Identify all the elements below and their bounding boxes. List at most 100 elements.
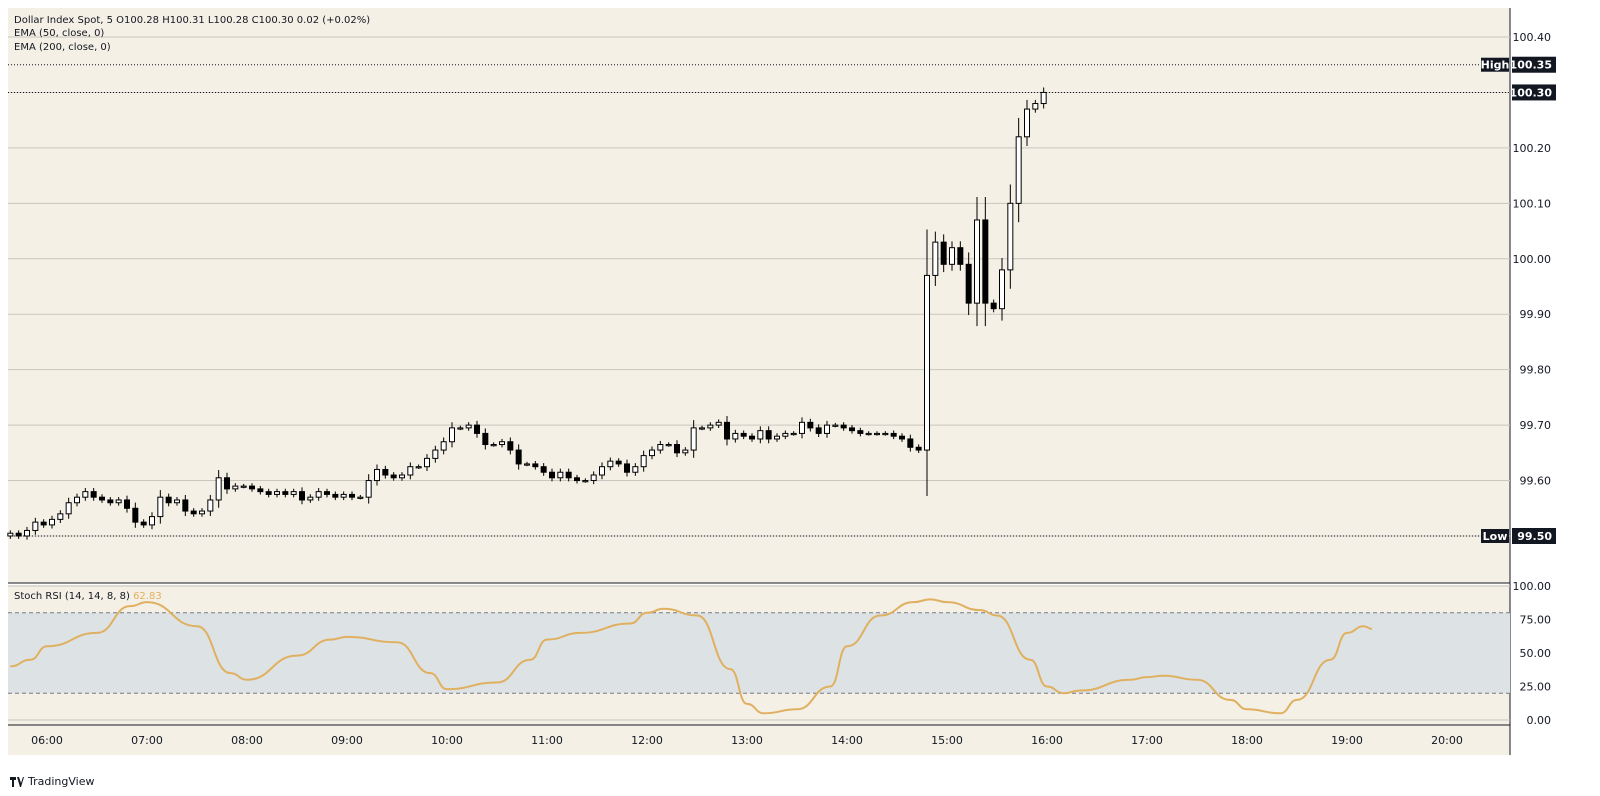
candle[interactable]	[390, 472, 397, 481]
candle[interactable]	[640, 450, 647, 472]
candle[interactable]	[965, 252, 972, 316]
candle[interactable]	[624, 459, 630, 477]
candle[interactable]	[657, 440, 664, 454]
candle[interactable]	[57, 510, 64, 523]
candle[interactable]	[565, 468, 572, 482]
candle[interactable]	[715, 419, 722, 429]
candle[interactable]	[890, 430, 897, 440]
candle[interactable]	[340, 491, 347, 501]
candle[interactable]	[274, 488, 280, 498]
candle[interactable]	[182, 494, 189, 517]
candle[interactable]	[1015, 117, 1022, 223]
candle[interactable]	[365, 474, 372, 504]
candle[interactable]	[24, 526, 30, 540]
candle[interactable]	[465, 422, 472, 431]
candle[interactable]	[215, 470, 222, 508]
candle[interactable]	[799, 417, 805, 439]
candle[interactable]	[974, 196, 980, 327]
candle[interactable]	[82, 488, 89, 501]
candle[interactable]	[540, 463, 547, 476]
candle[interactable]	[249, 483, 255, 492]
candle[interactable]	[532, 461, 539, 470]
candle[interactable]	[132, 502, 139, 528]
candle[interactable]	[840, 422, 847, 431]
candle[interactable]	[315, 488, 322, 501]
candle[interactable]	[940, 234, 947, 273]
candle[interactable]	[257, 485, 264, 495]
candle[interactable]	[949, 241, 955, 271]
price-axis[interactable]	[1510, 8, 1600, 725]
candle[interactable]	[924, 229, 930, 496]
candle[interactable]	[1007, 184, 1014, 289]
candle[interactable]	[307, 494, 314, 503]
candle[interactable]	[90, 488, 97, 501]
candle[interactable]	[957, 241, 964, 271]
candle[interactable]	[682, 447, 689, 456]
candle[interactable]	[65, 497, 72, 519]
candle[interactable]	[474, 420, 480, 438]
candle[interactable]	[915, 444, 922, 453]
candle[interactable]	[740, 430, 747, 440]
candle[interactable]	[32, 517, 39, 535]
candle[interactable]	[99, 494, 105, 503]
legend-ema50[interactable]: EMA (50, close, 0)	[14, 28, 104, 39]
candle[interactable]	[807, 418, 814, 432]
candle[interactable]	[290, 488, 297, 498]
candle[interactable]	[357, 494, 364, 500]
candle[interactable]	[615, 458, 622, 467]
candle[interactable]	[549, 468, 555, 482]
candle[interactable]	[15, 530, 22, 539]
candle[interactable]	[240, 483, 247, 489]
candle[interactable]	[382, 465, 389, 479]
candle[interactable]	[990, 299, 997, 313]
candle[interactable]	[865, 431, 872, 436]
candle[interactable]	[574, 474, 580, 484]
candle[interactable]	[1024, 99, 1030, 146]
candle[interactable]	[782, 430, 789, 440]
candle[interactable]	[874, 431, 880, 436]
candle[interactable]	[7, 530, 14, 539]
candle[interactable]	[665, 442, 672, 447]
candle[interactable]	[107, 497, 114, 506]
candle[interactable]	[1040, 87, 1047, 109]
candle[interactable]	[732, 429, 739, 443]
candle[interactable]	[399, 472, 405, 481]
candle[interactable]	[857, 427, 864, 437]
candle[interactable]	[607, 457, 614, 471]
candle[interactable]	[49, 515, 55, 529]
candle[interactable]	[40, 519, 47, 528]
candle[interactable]	[507, 437, 514, 455]
candle[interactable]	[557, 468, 564, 482]
candle[interactable]	[165, 493, 172, 507]
candle[interactable]	[499, 438, 505, 448]
candle[interactable]	[149, 512, 155, 530]
candle[interactable]	[832, 422, 839, 428]
price-pane[interactable]	[8, 8, 1510, 583]
candle[interactable]	[524, 461, 530, 467]
candle[interactable]	[232, 483, 239, 492]
candle[interactable]	[724, 415, 730, 446]
candle[interactable]	[590, 471, 597, 485]
candle[interactable]	[649, 446, 655, 460]
candle[interactable]	[907, 434, 914, 452]
candle[interactable]	[224, 472, 230, 494]
candle[interactable]	[74, 493, 80, 507]
candle[interactable]	[999, 257, 1005, 321]
candle[interactable]	[174, 497, 180, 506]
candle[interactable]	[482, 428, 489, 450]
candle[interactable]	[332, 491, 339, 501]
candle[interactable]	[324, 488, 330, 498]
candle[interactable]	[349, 491, 355, 501]
candle[interactable]	[282, 488, 289, 498]
candle[interactable]	[582, 478, 589, 483]
candle[interactable]	[849, 424, 855, 434]
tradingview-brand[interactable]: TradingView	[10, 775, 94, 788]
candle[interactable]	[932, 231, 939, 286]
time-axis[interactable]	[8, 725, 1510, 755]
legend-stoch-rsi[interactable]: Stoch RSI (14, 14, 8, 8) 62.83	[14, 591, 162, 602]
candle[interactable]	[299, 487, 305, 505]
candle[interactable]	[1032, 99, 1039, 113]
candle[interactable]	[690, 420, 697, 458]
candle[interactable]	[157, 490, 164, 524]
candle[interactable]	[457, 425, 464, 431]
